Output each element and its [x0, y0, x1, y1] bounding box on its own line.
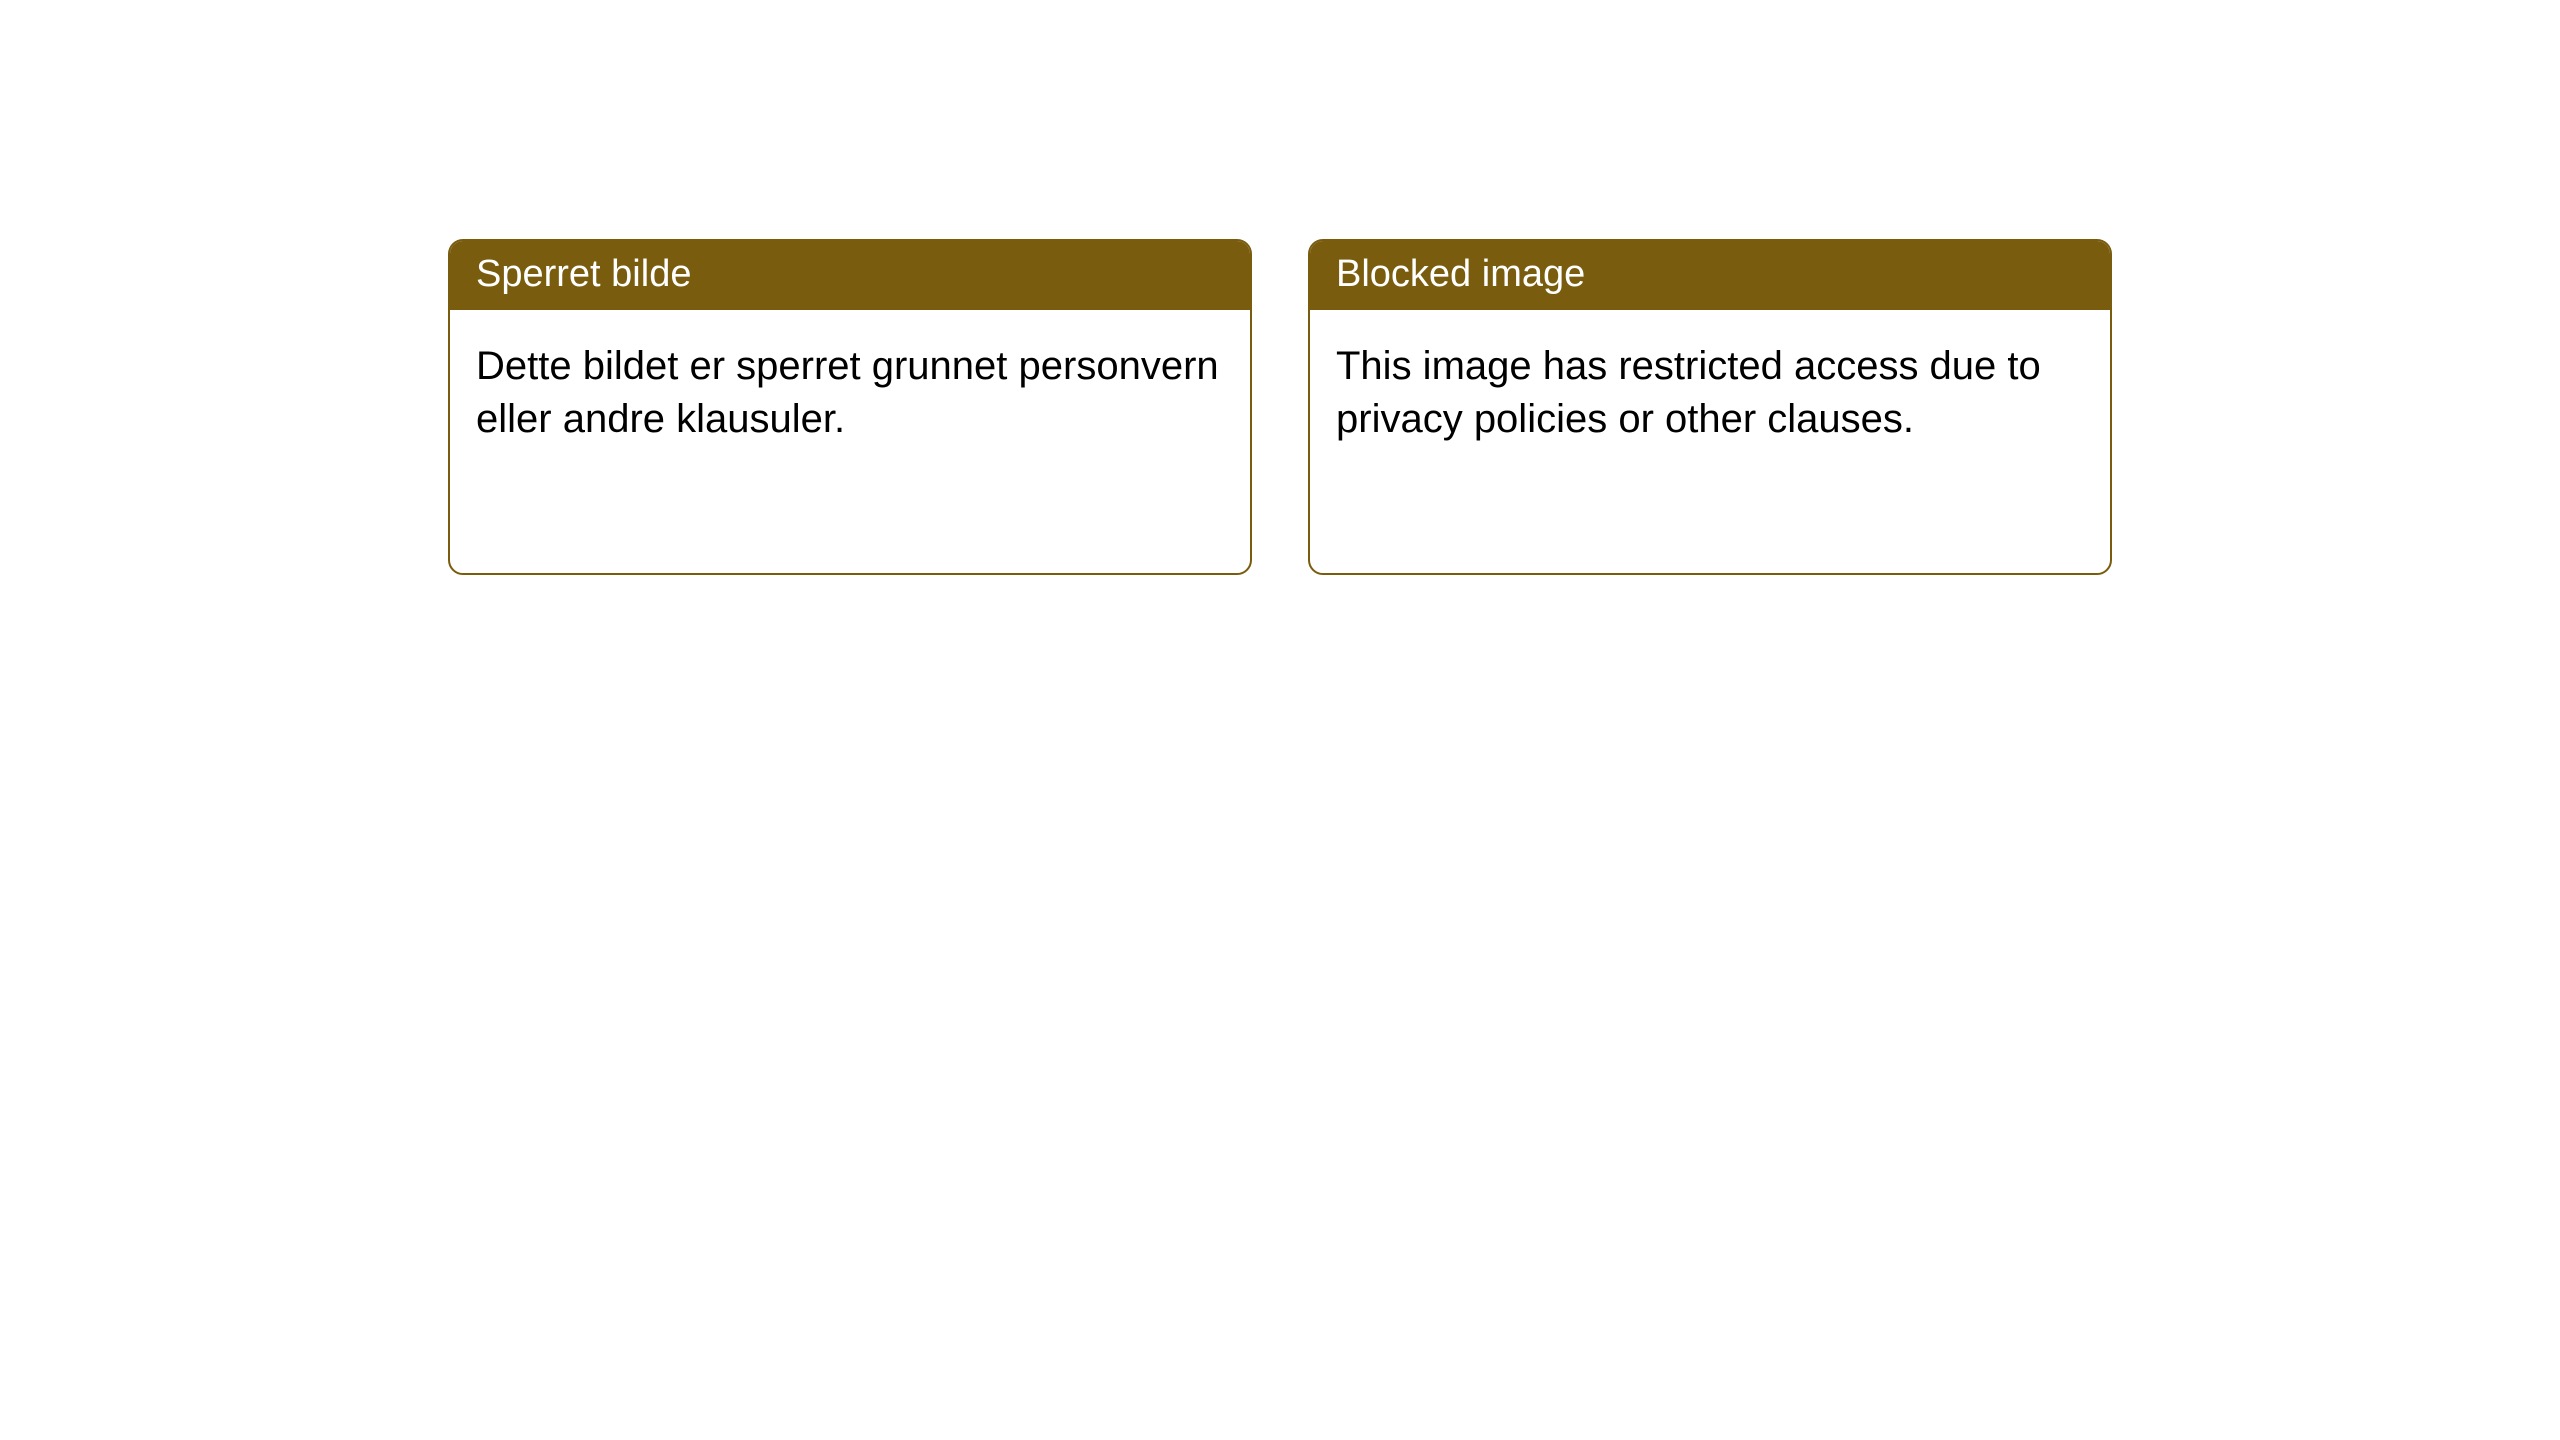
card-body: Dette bildet er sperret grunnet personve… — [450, 310, 1250, 476]
notice-container: Sperret bilde Dette bildet er sperret gr… — [448, 239, 2112, 575]
card-header: Blocked image — [1310, 241, 2110, 310]
blocked-image-card-en: Blocked image This image has restricted … — [1308, 239, 2112, 575]
card-body: This image has restricted access due to … — [1310, 310, 2110, 476]
blocked-image-card-no: Sperret bilde Dette bildet er sperret gr… — [448, 239, 1252, 575]
card-header: Sperret bilde — [450, 241, 1250, 310]
